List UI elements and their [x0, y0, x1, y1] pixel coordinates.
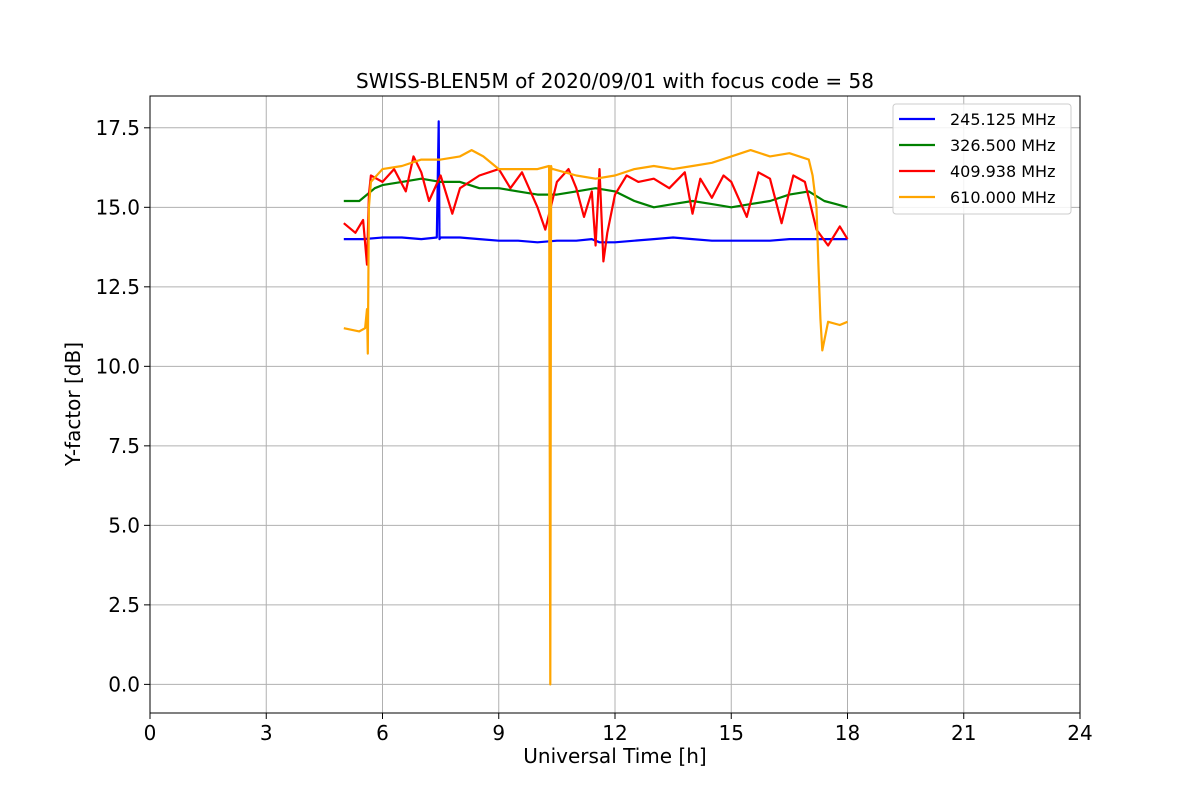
y-tick-label: 7.5 [108, 434, 140, 458]
y-tick-label: 2.5 [108, 593, 140, 617]
series-line-245125 [343, 120, 848, 244]
legend-label: 610.000 MHz [950, 188, 1055, 207]
chart-title: SWISS-BLEN5M of 2020/09/01 with focus co… [356, 69, 874, 93]
y-tick-label: 10.0 [95, 354, 140, 378]
x-tick-label: 9 [492, 721, 505, 745]
y-tick-label: 5.0 [108, 513, 140, 537]
axis-ticks: 0 3 6 9 12 15 18 21 24 0.0 2.5 5.0 7.5 10.0 12.5 15.0 17… [95, 116, 1092, 745]
x-tick-label: 15 [719, 721, 744, 745]
series-line-409938 [343, 155, 849, 266]
x-tick-label: 18 [835, 721, 860, 745]
x-tick-label: 24 [1067, 721, 1092, 745]
y-tick-label: 0.0 [108, 672, 140, 696]
y-axis-label: Y-factor [dB] [61, 342, 85, 467]
series-line-610000 [343, 149, 848, 686]
y-tick-label: 17.5 [95, 116, 140, 140]
x-tick-label: 3 [260, 721, 273, 745]
legend: 245.125 MHz 326.500 MHz 409.938 MHz 610.000… [892, 103, 1072, 215]
x-tick-label: 6 [376, 721, 389, 745]
series-lines [343, 120, 849, 686]
y-tick-label: 12.5 [95, 275, 140, 299]
legend-label: 326.500 MHz [950, 136, 1055, 155]
legend-box [892, 103, 1072, 215]
y-tick-label: 15.0 [95, 195, 140, 219]
legend-label: 409.938 MHz [950, 162, 1055, 181]
x-tick-label: 21 [951, 721, 976, 745]
x-tick-label: 0 [144, 721, 157, 745]
x-tick-label: 12 [602, 721, 627, 745]
legend-label: 245.125 MHz [950, 110, 1055, 129]
series-line-326500 [343, 177, 848, 209]
x-axis-label: Universal Time [h] [523, 744, 706, 768]
